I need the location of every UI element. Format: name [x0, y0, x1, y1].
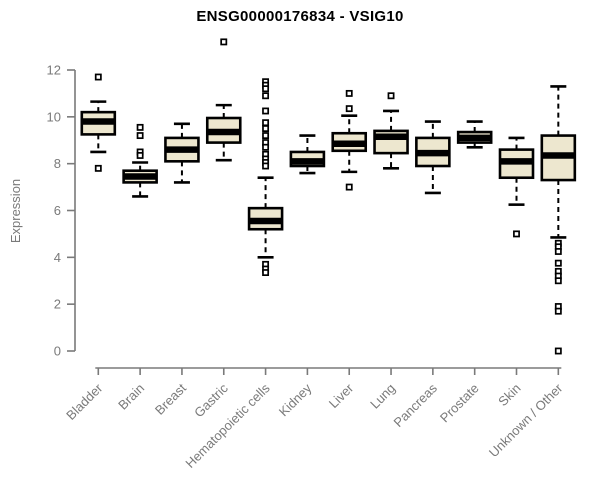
outlier-point — [262, 269, 270, 277]
box-breast — [164, 122, 200, 184]
x-tick-label: Skin — [495, 381, 523, 409]
outlier-point — [136, 123, 144, 131]
x-tick-label: Unknown / Other — [486, 380, 566, 460]
outlier-point — [554, 307, 562, 315]
box-gastric — [205, 38, 242, 162]
box-brain — [122, 123, 158, 198]
y-tick-label: 8 — [54, 156, 61, 171]
x-tick-label: Bladder — [63, 380, 106, 423]
box-skin — [498, 136, 535, 238]
box-unknown-other — [540, 85, 577, 355]
outlier-point — [262, 107, 270, 115]
box-prostate — [456, 120, 493, 149]
box-hematopoietic-cells — [247, 78, 284, 277]
x-tick-label: Gastric — [191, 380, 231, 420]
outlier-point — [262, 125, 270, 132]
outlier-point — [345, 89, 353, 97]
outlier-point — [262, 85, 270, 93]
outlier-point — [387, 92, 395, 100]
outlier-point — [554, 347, 562, 355]
y-tick-label: 0 — [54, 344, 61, 359]
x-tick-label: Prostate — [437, 381, 482, 426]
y-tick-label: 2 — [54, 297, 61, 312]
outlier-point — [345, 105, 353, 113]
y-tick-label: 6 — [54, 203, 61, 218]
outlier-point — [262, 143, 270, 151]
chart-title: ENSG00000176834 - VSIG10 — [196, 8, 404, 25]
outlier-point — [94, 73, 102, 81]
box-pancreas — [415, 120, 451, 195]
outlier-point — [262, 162, 270, 170]
outlier-point — [554, 277, 562, 285]
outlier-point — [554, 259, 562, 267]
box-lung — [373, 92, 409, 170]
box-kidney — [289, 134, 326, 175]
outlier-point — [136, 132, 144, 140]
x-tick-label: Pancreas — [391, 380, 441, 430]
box-liver — [331, 89, 368, 191]
x-tick-label: Liver — [326, 380, 357, 411]
outlier-point — [94, 164, 102, 172]
outlier-point — [136, 152, 144, 159]
y-axis: 0 2 4 6 8 10 12 — [47, 63, 76, 359]
outlier-point — [262, 132, 270, 140]
x-tick-label: Breast — [152, 380, 189, 417]
outlier-point — [554, 248, 562, 255]
y-tick-label: 4 — [54, 250, 61, 265]
outlier-point — [262, 119, 270, 127]
y-tick-label: 12 — [47, 63, 61, 78]
outlier-point — [220, 38, 228, 46]
outlier-point — [345, 183, 353, 191]
box-bladder — [80, 73, 117, 172]
outlier-point — [513, 230, 520, 238]
x-tick-label: Brain — [115, 381, 147, 413]
y-tick-label: 10 — [47, 109, 61, 124]
x-tick-label: Lung — [367, 381, 398, 412]
x-tick-label: Kidney — [276, 380, 315, 419]
outlier-point — [262, 92, 270, 100]
